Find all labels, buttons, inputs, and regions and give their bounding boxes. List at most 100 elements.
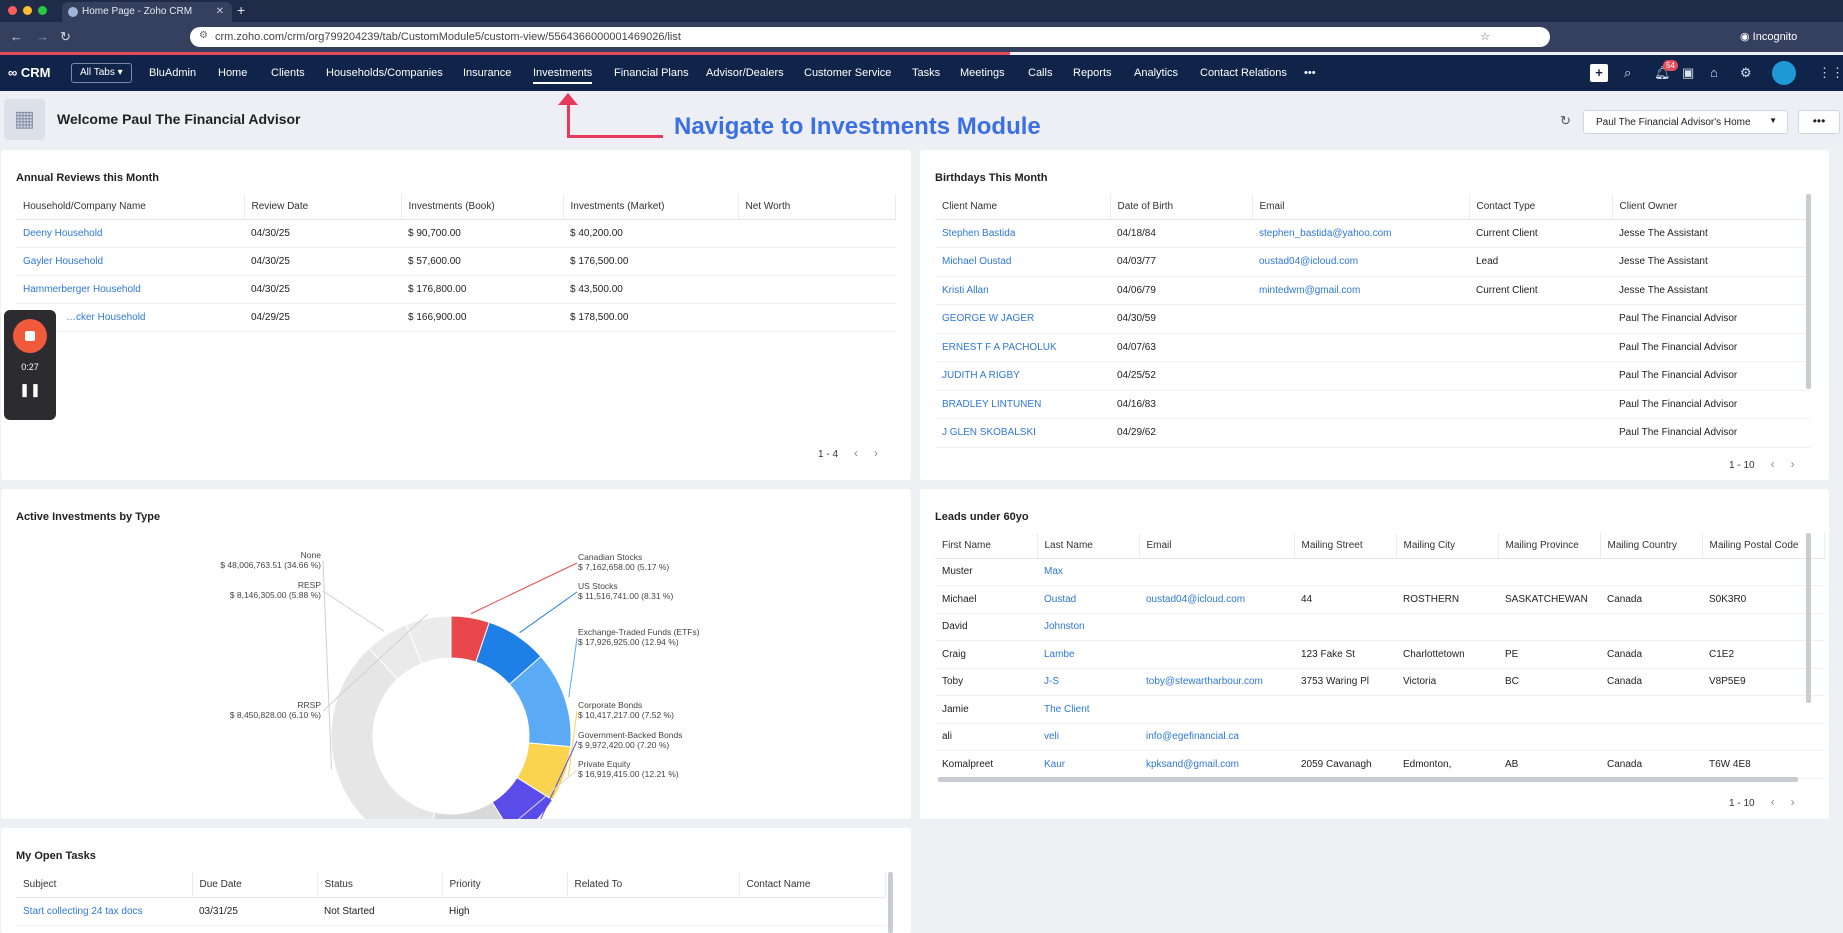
nav-item-bluadmin[interactable]: BluAdmin [149,67,197,79]
site-info-icon[interactable]: ⚙ [199,30,208,41]
reload-icon[interactable]: ↻ [60,29,71,44]
col-priority[interactable]: Priority [442,872,568,898]
crm-logo[interactable]: ∞ CRM [8,65,51,80]
col-household[interactable]: Household/Company Name [16,194,245,220]
nav-item-meetings[interactable]: Meetings [960,67,1005,79]
all-tabs-dropdown[interactable]: All Tabs ▾ [71,63,132,83]
email-link[interactable]: mintedwm@gmail.com [1252,276,1469,305]
pause-icon[interactable]: ❚❚ [19,382,41,397]
close-window-icon[interactable] [8,6,17,15]
home-view-select[interactable]: Paul The Financial Advisor's Home ▼ [1583,110,1788,134]
email-link[interactable] [1252,361,1469,391]
nav-item-calls[interactable]: Calls [1028,67,1053,79]
email-link[interactable]: oustad04@icloud.com [1252,247,1469,277]
lead-link[interactable]: J-S [1037,668,1139,696]
col-status[interactable]: Status [317,872,443,898]
col-review-date[interactable]: Review Date [244,194,402,220]
donut-slice[interactable] [491,776,554,819]
apps-grid-icon[interactable]: ⋮⋮ [1818,65,1843,80]
calendar-icon[interactable]: ▣ [1682,65,1695,80]
col-net-worth[interactable]: Net Worth [738,194,896,220]
search-icon[interactable]: ⌕ [1624,65,1632,80]
prev-page-icon[interactable]: ‹ [1770,457,1775,471]
vertical-scrollbar[interactable] [1806,533,1811,703]
back-icon[interactable]: ← [10,29,23,44]
col-due-date[interactable]: Due Date [192,872,318,898]
lead-link[interactable]: Johnston [1037,613,1139,641]
col-client-owner[interactable]: Client Owner [1612,194,1810,220]
email-link[interactable] [1252,390,1469,419]
email-link[interactable] [1139,613,1294,641]
email-link[interactable] [1139,640,1294,669]
email-link[interactable]: kpksand@gmail.com [1139,750,1294,779]
col-contact-name[interactable]: Contact Name [739,872,886,898]
col-mailing-country[interactable]: Mailing Country [1600,533,1703,559]
next-page-icon[interactable]: › [1790,795,1795,809]
lead-link[interactable]: The Client [1037,695,1139,724]
new-tab-icon[interactable]: + [237,2,246,18]
forward-icon[interactable]: → [36,29,49,44]
scrollbar[interactable] [1806,194,1811,389]
next-page-icon[interactable]: › [1790,457,1795,471]
nav-item-financial-plans[interactable]: Financial Plans [614,67,689,79]
lead-link[interactable]: Lambe [1037,640,1139,669]
donut-slice[interactable] [405,615,452,665]
col-email[interactable]: Email [1252,194,1470,220]
client-link[interactable]: JUDITH A RIGBY [935,361,1110,391]
nav-item-customer-service[interactable]: Customer Service [804,67,892,79]
email-link[interactable]: stephen_bastida@yahoo.com [1252,219,1469,248]
donut-slice[interactable] [330,647,436,819]
household-link[interactable]: Deeny Household [16,219,244,248]
col-contact-type[interactable]: Contact Type [1469,194,1613,220]
refresh-icon[interactable]: ↻ [1560,113,1571,128]
lead-link[interactable]: veli [1037,723,1139,751]
lead-link[interactable]: Max [1037,558,1139,586]
nav-item-clients[interactable]: Clients [271,67,305,79]
address-bar[interactable]: ⚙ crm.zoho.com/crm/org799204239/tab/Cust… [190,27,1550,47]
scrollbar[interactable] [888,872,893,933]
email-link[interactable] [1139,558,1294,586]
email-link[interactable] [1252,304,1469,334]
col-last-name[interactable]: Last Name [1037,533,1140,559]
stop-recording-button[interactable] [13,319,47,353]
nav-item-insurance[interactable]: Insurance [463,67,512,79]
nav-item-reports[interactable]: Reports [1073,67,1112,79]
email-link[interactable]: toby@stewartharbour.com [1139,668,1294,696]
email-link[interactable] [1252,333,1469,362]
more-options-button[interactable]: ••• [1798,110,1840,134]
client-link[interactable]: BRADLEY LINTUNEN [935,390,1110,419]
minimize-window-icon[interactable] [23,6,32,15]
lead-link[interactable]: Kaur [1037,750,1139,779]
nav-item-tasks[interactable]: Tasks [912,67,941,79]
email-link[interactable]: info@egefinancial.ca [1139,723,1294,751]
client-link[interactable]: Kristi Allan [935,276,1110,305]
household-link[interactable]: Gayler Household [16,247,244,276]
bookmark-star-icon[interactable]: ☆ [1480,31,1490,43]
nav-item-analytics[interactable]: Analytics [1134,67,1179,79]
prev-page-icon[interactable]: ‹ [854,446,859,460]
client-link[interactable]: Michael Oustad [935,247,1110,277]
next-page-icon[interactable]: › [874,446,879,460]
donut-slice[interactable] [426,801,514,819]
email-link[interactable]: oustad04@icloud.com [1139,585,1294,614]
task-link[interactable]: Start collecting 24 tax docs [16,897,192,926]
settings-gear-icon[interactable]: ⚙ [1740,65,1752,80]
col-dob[interactable]: Date of Birth [1110,194,1253,220]
col-investments-market[interactable]: Investments (Market) [563,194,739,220]
client-link[interactable]: Stephen Bastida [935,219,1110,248]
horizontal-scrollbar[interactable] [938,777,1798,782]
col-first-name[interactable]: First Name [935,533,1038,559]
email-link[interactable] [1139,695,1294,724]
client-link[interactable]: J GLEN SKOBALSKI [935,418,1110,448]
household-link[interactable]: Hammerberger Household [16,275,244,304]
col-investments-book[interactable]: Investments (Book) [401,194,564,220]
col-mailing-province[interactable]: Mailing Province [1498,533,1601,559]
nav-item-households[interactable]: Households/Companies [326,67,443,79]
nav-item-home[interactable]: Home [218,67,248,79]
nav-item-contact-relations[interactable]: Contact Relations [1200,67,1287,79]
create-icon[interactable]: + [1590,64,1608,82]
nav-item-investments[interactable]: Investments [533,67,593,84]
browser-tab[interactable]: Home Page - Zoho CRM ✕ [62,2,232,22]
col-mailing-city[interactable]: Mailing City [1396,533,1499,559]
lead-link[interactable]: Oustad [1037,585,1139,614]
